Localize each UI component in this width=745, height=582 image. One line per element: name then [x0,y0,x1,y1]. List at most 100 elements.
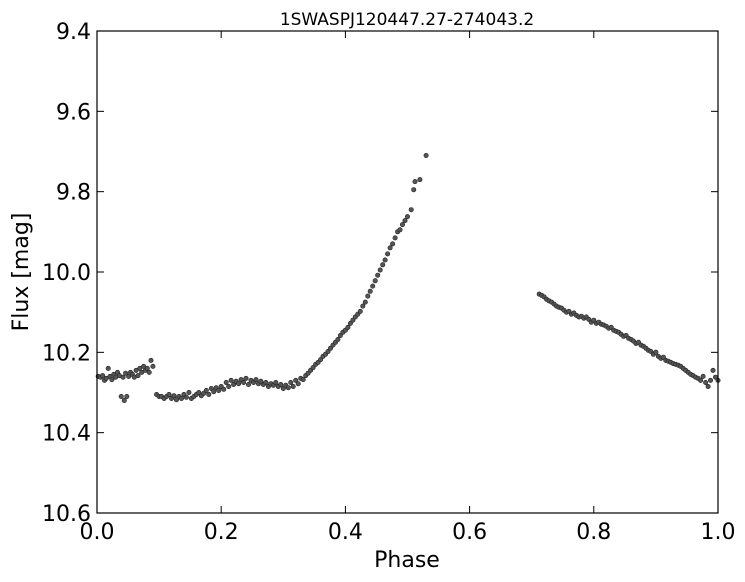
data-point [144,365,150,371]
data-point [123,370,129,376]
data-point [166,391,172,397]
data-point [365,293,371,299]
data-point [653,349,659,355]
data-point [135,373,141,379]
data-point [710,367,716,373]
data-point [243,375,249,381]
data-point [411,187,417,193]
y-tick-label: 9.6 [56,100,91,125]
x-tick-label: 0.6 [452,520,487,545]
data-point [417,177,423,183]
data-point [295,381,301,387]
x-tick-label: 0.4 [328,520,363,545]
data-point [206,391,212,397]
data-point [196,389,202,395]
data-point [367,288,373,294]
data-point [109,377,115,383]
data-point [148,357,154,363]
data-point [137,365,143,371]
data-point [290,383,296,389]
data-points-group [95,153,721,403]
data-point [203,387,209,393]
data-point [105,365,111,371]
data-point [288,379,294,385]
data-point [293,377,299,383]
data-point [412,179,418,185]
tick-labels-group: 0.0 0.2 0.4 0.6 0.8 1.0 9.4 9.6 9.8 10.0 10.2 10.4 1… [42,20,735,545]
data-point [124,393,130,399]
data-point [591,317,597,323]
data-point [300,377,306,383]
x-tick-label: 0.8 [576,520,611,545]
data-point [179,395,185,401]
data-point [273,379,279,385]
data-point [100,373,106,379]
data-point [362,299,368,305]
y-tick-label: 10.0 [42,261,91,286]
x-tick-label: 1.0 [701,520,736,545]
data-point [226,383,232,389]
data-point [253,377,259,383]
data-point [310,365,316,371]
data-point [372,278,378,284]
tick-marks-group [96,30,719,514]
data-point [382,257,388,263]
plot-frame [96,30,719,514]
data-point [278,381,284,387]
data-point [121,397,127,403]
data-point [171,393,177,399]
data-point [216,387,222,393]
data-point [404,214,410,220]
data-point [221,386,227,392]
data-point [325,348,331,354]
data-point [399,222,405,228]
data-point [263,379,269,385]
data-point [228,377,234,383]
data-point [375,272,381,278]
data-point [380,262,386,268]
y-tick-label: 10.4 [42,422,91,447]
y-tick-label: 10.6 [42,502,91,527]
data-point [345,324,351,330]
chart-title: 1SWASPJ120447.27-274043.2 [280,10,534,30]
y-tick-label: 10.2 [42,341,91,366]
data-point [327,345,333,351]
y-tick-label: 9.4 [56,20,91,45]
data-point [118,393,124,399]
data-point [231,381,237,387]
data-point [423,153,429,159]
data-point [402,218,408,224]
data-point [223,379,229,385]
data-point [357,308,363,314]
data-point [698,377,704,383]
data-point [150,363,156,369]
data-point [377,267,383,273]
data-point [703,379,709,385]
data-point [280,385,286,391]
data-point [392,235,398,241]
x-tick-label: 0.2 [204,520,239,545]
data-point [700,373,706,379]
data-point [390,241,396,247]
x-axis-title: Phase [374,548,440,573]
y-tick-label: 9.8 [56,181,91,206]
data-point [120,374,126,380]
data-point [335,336,341,342]
data-point [705,383,711,389]
data-point [258,378,264,384]
data-point [174,397,180,403]
data-point [246,381,252,387]
data-point [397,227,403,233]
y-axis-title: Flux [mag] [9,213,34,332]
data-point [337,332,343,338]
data-point [186,389,192,395]
data-point [211,389,217,395]
data-point [385,251,391,257]
data-point [146,369,152,375]
data-point [183,394,189,400]
data-point [347,320,353,326]
data-point [241,379,247,385]
data-point [408,207,414,213]
x-tick-label: 0.0 [80,520,115,545]
